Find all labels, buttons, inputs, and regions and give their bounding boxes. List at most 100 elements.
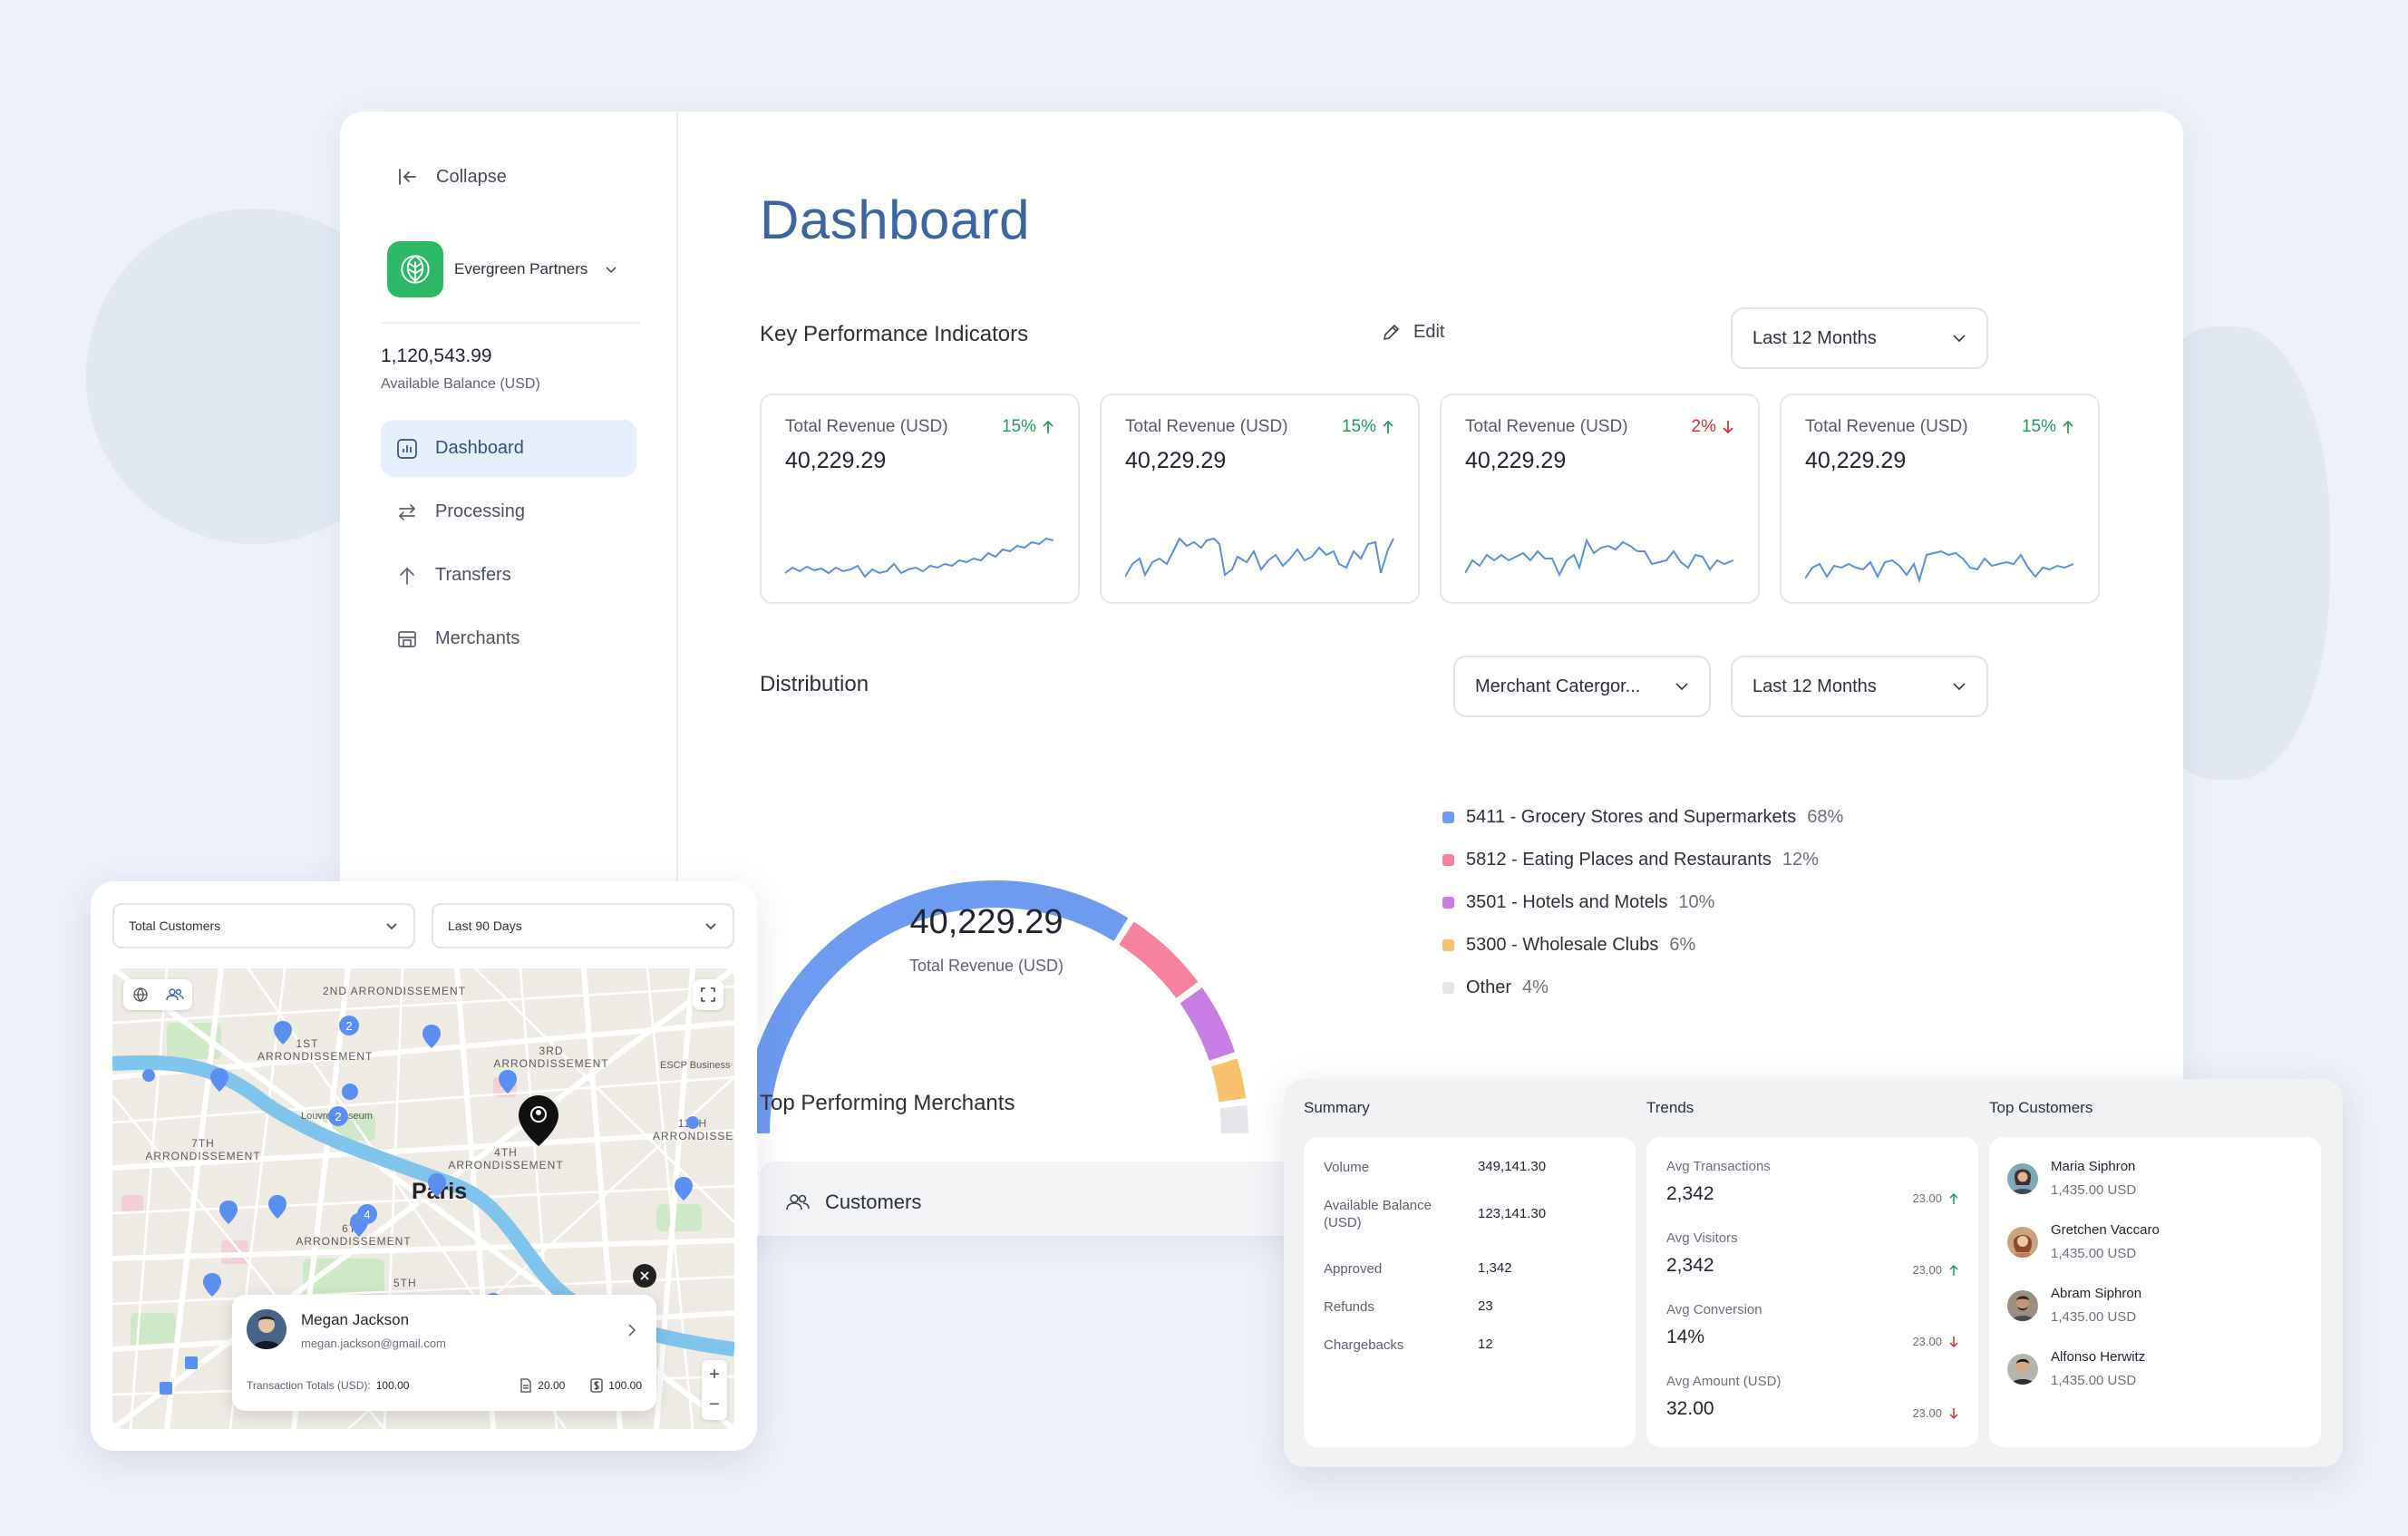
chevron-down-icon <box>386 923 397 930</box>
pencil-icon <box>1384 324 1399 340</box>
distribution-period-select[interactable]: Last 12 Months <box>1731 656 1988 717</box>
kpi-card[interactable]: Total Revenue (USD) 15% 40,229.29 <box>1780 394 2100 604</box>
map-layer-toggle[interactable] <box>123 979 192 1010</box>
kpi-label: Total Revenue (USD) <box>1805 417 1968 436</box>
map-zoom-controls: + − <box>702 1360 727 1420</box>
merchant-category-select[interactable]: Merchant Catergor... <box>1453 656 1711 717</box>
distribution-legend: 5411 - Grocery Stores and Supermarkets 6… <box>1442 796 1843 1009</box>
totals-label: Transaction Totals (USD): <box>247 1379 371 1392</box>
list-item[interactable]: Gretchen Vaccaro 1,435.00 USD <box>2007 1222 2160 1261</box>
customer-map-panel: Total Customers Last 90 Days <box>91 881 757 1451</box>
top-merchants-title: Top Performing Merchants <box>760 1091 1015 1115</box>
sidebar-item-dashboard[interactable]: Dashboard <box>381 420 636 477</box>
collapse-label: Collapse <box>436 166 507 187</box>
kpi-trend: 15% <box>1002 417 1054 437</box>
kpi-card[interactable]: Total Revenue (USD) 15% 40,229.29 <box>1100 394 1420 604</box>
trend-item: Avg Transactions 2,342 23.00 <box>1666 1159 1958 1205</box>
map-area-label: 2ND ARRONDISSEMENT <box>323 985 467 997</box>
sidebar-item-processing[interactable]: Processing <box>381 483 636 540</box>
trend-value: 32.00 <box>1666 1398 1714 1419</box>
arrow-down-icon <box>1949 1336 1958 1347</box>
kpi-value: 40,229.29 <box>785 448 887 473</box>
legend-item: 5812 - Eating Places and Restaurants 12% <box>1442 839 1843 881</box>
edit-label: Edit <box>1413 322 1445 342</box>
gauge-segment-3 <box>1180 987 1236 1062</box>
edit-button[interactable]: Edit <box>1381 322 1444 343</box>
zoom-in-icon[interactable]: + <box>709 1365 720 1385</box>
arrow-up-icon <box>1383 420 1393 433</box>
summary-row: Chargebacks 12 <box>1324 1337 1621 1354</box>
org-switcher[interactable]: Evergreen Partners <box>387 241 640 297</box>
sidebar-item-merchants[interactable]: Merchants <box>381 610 636 667</box>
distribution-section-title: Distribution <box>760 672 869 696</box>
zoom-out-icon[interactable]: − <box>709 1395 720 1414</box>
marker-cluster[interactable]: 2 <box>339 1016 359 1035</box>
arrow-up-icon <box>1949 1264 1958 1276</box>
legend-swatch <box>1442 854 1454 866</box>
map-view[interactable]: 2ND ARRONDISSEMENT 1ST ARRONDISSEMENT 3R… <box>112 968 734 1429</box>
legend-label: Other <box>1466 977 1512 997</box>
trend-delta: 23.00 <box>1912 1263 1958 1277</box>
sparkline-chart <box>1125 537 1394 578</box>
users-icon <box>786 1194 810 1210</box>
marker-cluster[interactable]: 4 <box>357 1204 377 1224</box>
list-item[interactable]: Alfonso Herwitz 1,435.00 USD <box>2007 1349 2145 1388</box>
avatar <box>2007 1289 2038 1321</box>
select-value: Last 12 Months <box>1753 676 1877 696</box>
customer-popup-card[interactable]: Megan Jackson megan.jackson@gmail.com Tr… <box>232 1295 656 1411</box>
summary-label: Volume <box>1324 1160 1370 1175</box>
avatar <box>2007 1226 2038 1258</box>
summary-label: Chargebacks <box>1324 1337 1404 1353</box>
avatar <box>2007 1162 2038 1194</box>
list-item[interactable]: Maria Siphron 1,435.00 USD <box>2007 1159 2136 1198</box>
customer-amount: 1,435.00 USD <box>2051 1182 2137 1198</box>
kpi-card[interactable]: Total Revenue (USD) 15% 40,229.29 <box>760 394 1080 604</box>
trend-item: Avg Amount (USD) 32.00 23.00 <box>1666 1374 1958 1420</box>
trend-label: Avg Conversion <box>1666 1302 1762 1317</box>
gauge-segment-2 <box>1119 921 1199 999</box>
poi-label: ESCP Business <box>660 1060 731 1071</box>
sparkline-chart <box>785 537 1054 578</box>
kpi-period-select[interactable]: Last 12 Months <box>1731 307 1988 369</box>
summary-value: 1,342 <box>1478 1260 1512 1276</box>
map-metric-select[interactable]: Total Customers <box>112 903 415 948</box>
totals-value: 100.00 <box>375 1379 410 1392</box>
collapse-button[interactable]: Collapse <box>396 166 507 188</box>
list-item[interactable]: Abram Siphron 1,435.00 USD <box>2007 1286 2141 1325</box>
select-value: Merchant Catergor... <box>1475 676 1641 696</box>
legend-swatch <box>1442 812 1454 823</box>
trend-delta: 23.00 <box>1912 1191 1958 1205</box>
close-button[interactable] <box>633 1264 656 1288</box>
kpi-label: Total Revenue (USD) <box>785 417 948 436</box>
kpi-value: 40,229.29 <box>1465 448 1567 473</box>
distribution-gauge-chart <box>751 880 1248 1134</box>
users-icon <box>165 988 184 1001</box>
globe-icon <box>132 987 148 1002</box>
customer-amount: 1,435.00 USD <box>2051 1309 2137 1325</box>
kpi-card[interactable]: Total Revenue (USD) 2% 40,229.29 <box>1440 394 1760 604</box>
arrow-up-icon <box>1043 420 1054 433</box>
legend-percent: 12% <box>1782 850 1819 870</box>
legend-swatch <box>1442 897 1454 909</box>
kpi-value: 40,229.29 <box>1805 448 1907 473</box>
sidebar-item-transfers[interactable]: Transfers <box>381 547 636 604</box>
summary-title: Summary <box>1304 1099 1370 1116</box>
legend-label: 5411 - Grocery Stores and Supermarkets <box>1466 807 1797 827</box>
dollar-amount: 100.00 <box>590 1378 642 1393</box>
legend-item: 5411 - Grocery Stores and Supermarkets 6… <box>1442 796 1843 839</box>
org-name: Evergreen Partners <box>454 260 588 277</box>
summary-label: Available Balance (USD) <box>1324 1198 1432 1230</box>
arrow-up-icon <box>2063 420 2073 433</box>
chevron-down-icon <box>1675 683 1688 691</box>
trend-value: 2,342 <box>1666 1183 1714 1204</box>
collapse-icon <box>399 169 416 185</box>
kpi-trend: 15% <box>2022 417 2074 437</box>
arrow-up-icon <box>1949 1192 1958 1204</box>
fullscreen-button[interactable] <box>693 979 723 1010</box>
customer-transaction-totals: Transaction Totals (USD): 100.00 20.00 1… <box>247 1378 642 1393</box>
map-period-select[interactable]: Last 90 Days <box>432 903 734 948</box>
trend-item: Avg Conversion 14% 23.00 <box>1666 1302 1958 1348</box>
marker-cluster[interactable]: 2 <box>328 1106 348 1126</box>
page-title: Dashboard <box>760 190 1031 250</box>
customer-name: Megan Jackson <box>301 1311 410 1328</box>
